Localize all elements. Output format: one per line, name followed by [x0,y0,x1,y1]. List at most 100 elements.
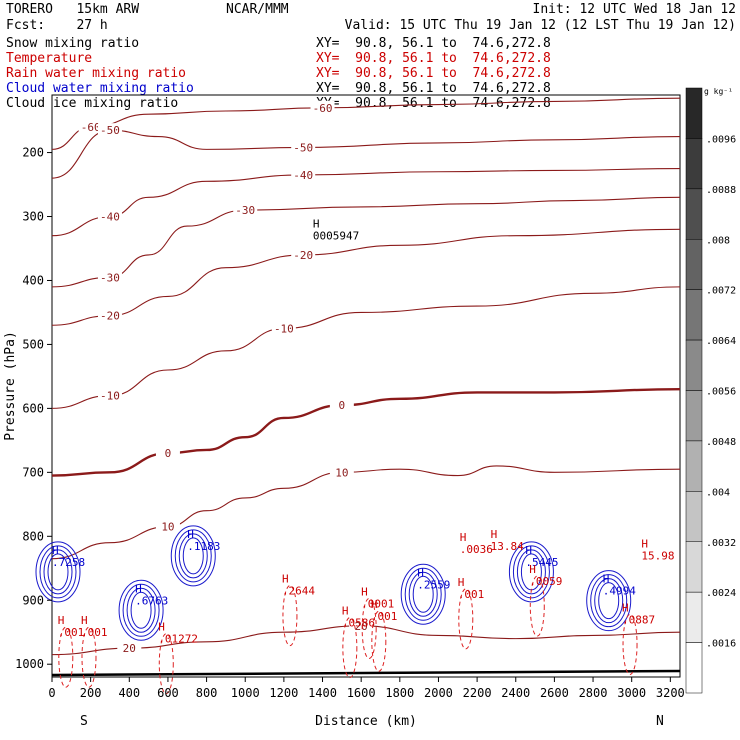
maximum-value-label: .0036 [460,543,493,556]
isotherm-label: 20 [355,620,368,633]
x-tick-label: 2200 [463,686,492,700]
field-xy-range: XY= 90.8, 56.1 to 74.6,272.8 [316,81,551,96]
maximum-marker: H [52,544,59,557]
rain-water-contour [58,626,74,688]
maximum-value-label: 13.84 [491,540,524,553]
rain-water-contour [81,626,97,688]
maximum-marker: H [458,576,465,589]
rain-water-contour [282,585,298,647]
cloud-water-contour [43,549,73,595]
x-tick-label: 1200 [269,686,298,700]
isotherm-label-bg [78,119,103,132]
isotherm-label-bg [329,398,354,411]
cloud-water-contour [47,553,69,591]
x-tick-label: 2800 [579,686,608,700]
maximum-value-label: .001 [81,626,108,639]
colorbar-tick-label: .0016 [706,639,736,650]
colorbar-swatch [685,491,703,543]
x-tick-label: 800 [196,686,218,700]
x-tick-label: 600 [157,686,179,700]
maximum-value-label: .0887 [622,613,655,626]
cloud-water-contour [130,591,152,629]
init-time: Init: 12 UTC Wed 18 Jan 12 [532,2,737,17]
rain-water-contour [361,597,377,659]
x-tick-label: 1000 [231,686,260,700]
rain-water-contour [158,633,174,695]
isotherm-label-bg [310,100,335,113]
x-tick-label: 1400 [308,686,337,700]
isotherm-label-bg [117,641,142,654]
field-name: Temperature [6,51,93,66]
isotherm-label: -40 [293,169,313,182]
isotherm-label: -20 [293,249,313,262]
colorbar-tick-label: .0056 [706,387,736,398]
model-title: TORERO 15km ARW [6,2,140,17]
x-tick-label: 2600 [540,686,569,700]
isotherm-label-bg [97,270,122,283]
forecast-hour: Fcst: 27 h [6,18,108,33]
plot-frame [51,94,681,678]
maximum-value-label: .7258 [52,556,85,569]
cloud-water-contour [182,537,204,575]
field-name: Rain water mixing ratio [6,66,187,81]
rain-water-contour [342,617,358,679]
isotherm-label-bg [97,388,122,401]
isotherm-label: -10 [274,322,294,335]
x-tick-label: 200 [80,686,102,700]
colorbar-unit: g kg⁻¹ [704,87,733,96]
maximum-marker: H [491,528,498,541]
isotherm-label: -30 [235,204,255,217]
isotherm-line [51,228,681,326]
colorbar-swatch [685,642,703,694]
x-tick-label: 2400 [501,686,530,700]
isotherm-label: 10 [161,521,174,534]
colorbar-swatch [685,87,703,139]
colorbar-swatch [685,591,703,643]
maximum-value-label: .2559 [417,578,450,591]
maximum-marker: H [460,531,467,544]
rain-water-contour [622,613,638,675]
y-tick-label: 500 [22,337,44,351]
isotherm-label: -20 [100,310,120,323]
x-tick-label: 3200 [656,686,685,700]
x-tick-label: 1800 [385,686,414,700]
maximum-value-label: .2644 [282,585,315,598]
colorbar-tick-label: .0048 [706,437,736,448]
isotherm-label: -40 [100,211,120,224]
maximum-marker: H [282,573,289,586]
field-xy-range: XY= 90.8, 56.1 to 74.6,272.8 [316,36,551,51]
isotherm-label-bg [97,123,122,136]
maximum-value-label: .001 [58,626,84,639]
isotherm-line [51,97,681,150]
isotherm-label-bg [329,465,354,478]
colorbar-tick-label: .0032 [706,538,736,549]
isotherm-label-bg [155,519,180,532]
cloud-water-contour [594,578,624,624]
field-name: Snow mixing ratio [6,36,140,51]
isotherm-label-bg [233,203,258,216]
maximum-marker: H [81,614,88,627]
colorbar-tick-label: .004 [706,487,730,498]
isotherm-label-bg [291,167,316,180]
isotherm-label: 0 [339,399,346,412]
maximum-marker: H [529,563,536,576]
isotherm-label: 20 [123,642,136,655]
cloud-water-contour [35,541,81,603]
maximum-marker: H [342,605,349,618]
y-tick-label: 200 [22,146,44,160]
y-tick-label: 600 [22,401,44,415]
cloud-water-contour [404,567,442,621]
cloud-water-contour [508,541,554,603]
isotherm-line [51,465,681,560]
field-name: Cloud water mixing ratio [6,81,194,96]
field-xy-range: XY= 90.8, 56.1 to 74.6,272.8 [316,51,551,66]
maximum-value-label: .0586 [342,617,375,630]
cloud-water-contour [412,575,434,613]
center-title: NCAR/MMM [226,2,289,17]
isotherm-label: -60 [313,102,333,115]
cloud-water-contour [408,571,438,617]
maximum-marker: H [58,614,65,627]
cloud-water-contour [598,582,620,620]
maximum-value-label: .6763 [135,594,168,607]
x-tick-label: 2000 [424,686,453,700]
